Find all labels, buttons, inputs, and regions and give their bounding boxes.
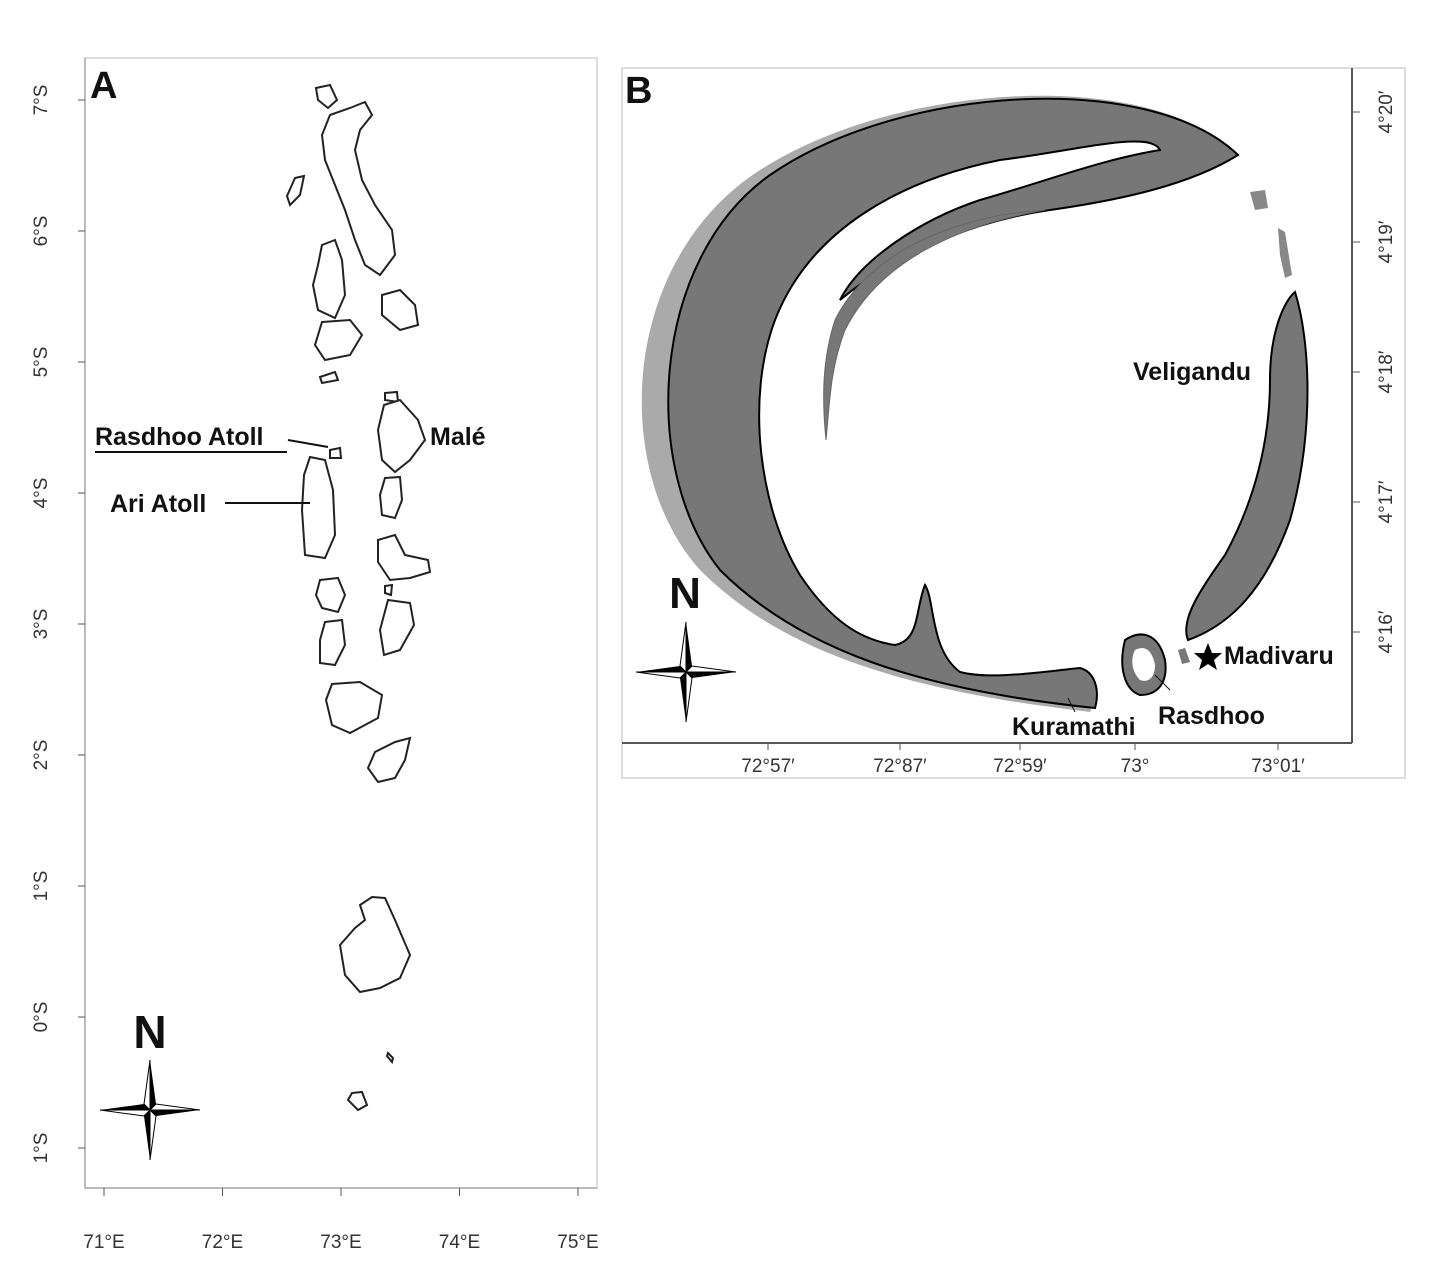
compass — [99, 1059, 201, 1161]
x-tick-label: 75°E — [557, 1232, 598, 1253]
y-tick-label: 4°18′ — [1376, 350, 1397, 393]
panel-label: B — [625, 70, 652, 112]
leader-line — [1067, 697, 1076, 713]
y-tick-label: 3°S — [31, 609, 52, 640]
y-tick-label: 1°S — [31, 871, 52, 902]
x-tick-label: 72°87′ — [873, 756, 927, 777]
atolls — [285, 83, 432, 1112]
north-label: N — [669, 569, 701, 618]
x-tick-label: 74°E — [439, 1232, 480, 1253]
y-tick-label: 5°S — [31, 347, 52, 378]
y-tick-label: 6°S — [31, 216, 52, 247]
leader-line — [287, 439, 329, 448]
x-tick-label: 72°E — [202, 1232, 243, 1253]
x-tick-label: 72°59′ — [993, 756, 1047, 777]
panel-label: A — [90, 65, 117, 107]
y-tick-label: 4°17′ — [1376, 480, 1397, 523]
y-tick-label: 2°S — [31, 740, 52, 771]
y-tick-label: 4°S — [31, 478, 52, 509]
x-tick-label: 71°E — [83, 1232, 124, 1253]
north-label: N — [133, 1006, 166, 1058]
place-label: Ari Atoll — [110, 490, 206, 518]
x-tick-label: 73°01′ — [1251, 756, 1305, 777]
x-tick-label: 72°57′ — [741, 756, 795, 777]
place-label: Kuramathi — [1012, 713, 1136, 741]
place-label: Veligandu — [1133, 358, 1251, 386]
place-label: Rasdhoo — [1158, 702, 1265, 730]
place-label: Madivaru — [1224, 642, 1334, 670]
compass — [635, 621, 737, 723]
star-marker — [1194, 643, 1222, 670]
y-tick-label: 4°16′ — [1376, 610, 1397, 653]
x-tick-label: 73°E — [320, 1232, 361, 1253]
y-tick-label: 0°S — [31, 1002, 52, 1033]
x-tick-label: 73° — [1121, 756, 1150, 777]
y-tick-label: 4°19′ — [1376, 220, 1397, 263]
y-tick-label: 7°S — [31, 85, 52, 116]
place-label: Rasdhoo Atoll — [95, 423, 264, 451]
leader-line — [1154, 674, 1171, 691]
y-tick-label: 1°S — [31, 1133, 52, 1164]
y-tick-label: 4°20′ — [1376, 90, 1397, 133]
place-label: Malé — [430, 423, 486, 451]
rasdhoo-atoll-map — [641, 95, 1309, 713]
